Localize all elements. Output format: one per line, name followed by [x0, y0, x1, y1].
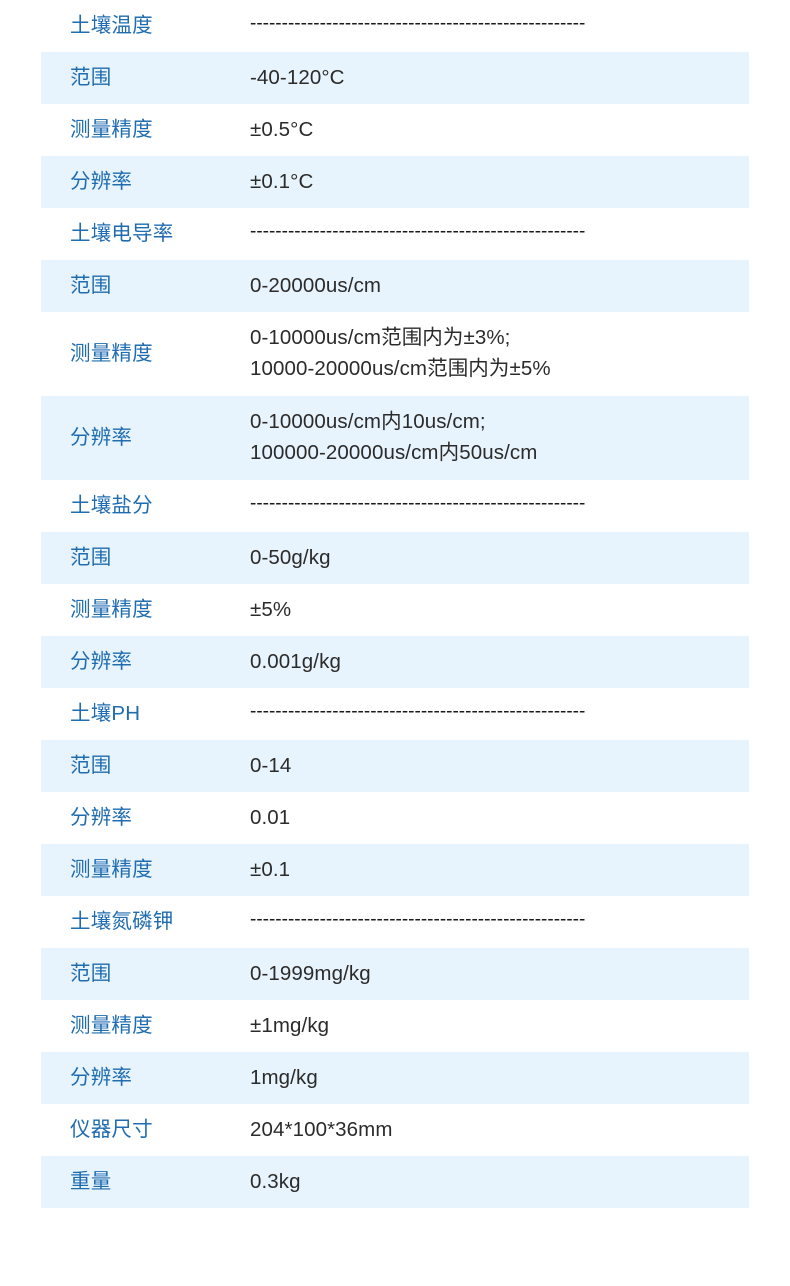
spec-section-label: 土壤电导率 [70, 222, 174, 246]
spec-row: 测量精度 ±5% [41, 584, 749, 636]
spec-row: 仪器尺寸 204*100*36mm [41, 1104, 749, 1156]
spec-row-value: 0.3kg [250, 1169, 301, 1193]
spec-row-label: 测量精度 [70, 858, 153, 882]
spec-row-label: 仪器尺寸 [70, 1118, 153, 1142]
spec-section-divider: ----------------------------------------… [250, 220, 586, 242]
spec-section-row: 土壤PH ------------------------------------… [41, 688, 749, 740]
spec-section-row: 土壤氮磷钾 -----------------------------------… [41, 896, 749, 948]
spec-row-value: 0-10000us/cm范围内为±3%; 10000-20000us/cm范围内… [250, 326, 551, 380]
spec-row-label: 范围 [70, 754, 112, 778]
spec-row: 测量精度 ±0.5°C [41, 104, 749, 156]
spec-row: 分辨率 1mg/kg [41, 1052, 749, 1104]
spec-section-label: 土壤盐分 [70, 494, 153, 518]
spec-row-label: 范围 [70, 66, 112, 90]
spec-row-value: 0-10000us/cm内10us/cm; 100000-20000us/cm内… [250, 410, 538, 464]
spec-row-label: 测量精度 [70, 598, 153, 622]
spec-row-label: 范围 [70, 962, 112, 986]
spec-section-row: 土壤盐分 ------------------------------------… [41, 480, 749, 532]
specification-table: 土壤温度 ------------------------------------… [41, 0, 749, 1208]
spec-row-label: 测量精度 [70, 118, 153, 142]
spec-row-value: ±0.1°C [250, 169, 314, 193]
spec-row-value: ±5% [250, 597, 292, 621]
spec-section-row: 土壤电导率 -----------------------------------… [41, 208, 749, 260]
spec-row-label: 分辨率 [70, 806, 133, 830]
spec-row-value: 0.01 [250, 805, 291, 829]
spec-row-label: 分辨率 [70, 170, 133, 194]
spec-row-value: 0-50g/kg [250, 545, 331, 569]
spec-row-value: ±0.5°C [250, 117, 314, 141]
spec-row: 测量精度 ±1mg/kg [41, 1000, 749, 1052]
spec-row-value: 0-1999mg/kg [250, 961, 371, 985]
spec-section-label: 土壤氮磷钾 [70, 910, 174, 934]
spec-row-value: 0-20000us/cm [250, 273, 382, 297]
spec-row: 分辨率 0-10000us/cm内10us/cm; 100000-20000us/… [41, 396, 749, 480]
spec-row-label: 分辨率 [70, 426, 133, 450]
spec-section-label: 土壤温度 [70, 14, 153, 38]
spec-row-label: 测量精度 [70, 1014, 153, 1038]
spec-row-value: ±0.1 [250, 857, 291, 881]
spec-section-divider: ----------------------------------------… [250, 12, 586, 34]
spec-section-divider: ----------------------------------------… [250, 492, 586, 514]
spec-row-value: -40-120°C [250, 65, 345, 89]
spec-row: 范围 0-50g/kg [41, 532, 749, 584]
spec-row: 分辨率 0.001g/kg [41, 636, 749, 688]
spec-row-label: 重量 [70, 1170, 112, 1194]
spec-section-divider: ----------------------------------------… [250, 908, 586, 930]
spec-row: 范围 0-20000us/cm [41, 260, 749, 312]
spec-row-label: 测量精度 [70, 342, 153, 366]
spec-row-value: ±1mg/kg [250, 1013, 330, 1037]
spec-row: 范围 0-14 [41, 740, 749, 792]
spec-row: 分辨率 0.01 [41, 792, 749, 844]
spec-row-label: 范围 [70, 274, 112, 298]
spec-row-value: 0-14 [250, 753, 292, 777]
spec-row-value: 0.001g/kg [250, 649, 341, 673]
spec-row: 分辨率 ±0.1°C [41, 156, 749, 208]
spec-row: 重量 0.3kg [41, 1156, 749, 1208]
spec-section-divider: ----------------------------------------… [250, 700, 586, 722]
spec-row-label: 分辨率 [70, 650, 133, 674]
spec-section-row: 土壤温度 ------------------------------------… [41, 0, 749, 52]
spec-row-value: 204*100*36mm [250, 1117, 393, 1141]
spec-row: 范围 -40-120°C [41, 52, 749, 104]
spec-row-label: 分辨率 [70, 1066, 133, 1090]
spec-row-value: 1mg/kg [250, 1065, 318, 1089]
spec-section-label: 土壤PH [70, 702, 141, 726]
spec-row-label: 范围 [70, 546, 112, 570]
spec-row: 测量精度 ±0.1 [41, 844, 749, 896]
spec-row: 测量精度 0-10000us/cm范围内为±3%; 10000-20000us/c… [41, 312, 749, 396]
spec-row: 范围 0-1999mg/kg [41, 948, 749, 1000]
